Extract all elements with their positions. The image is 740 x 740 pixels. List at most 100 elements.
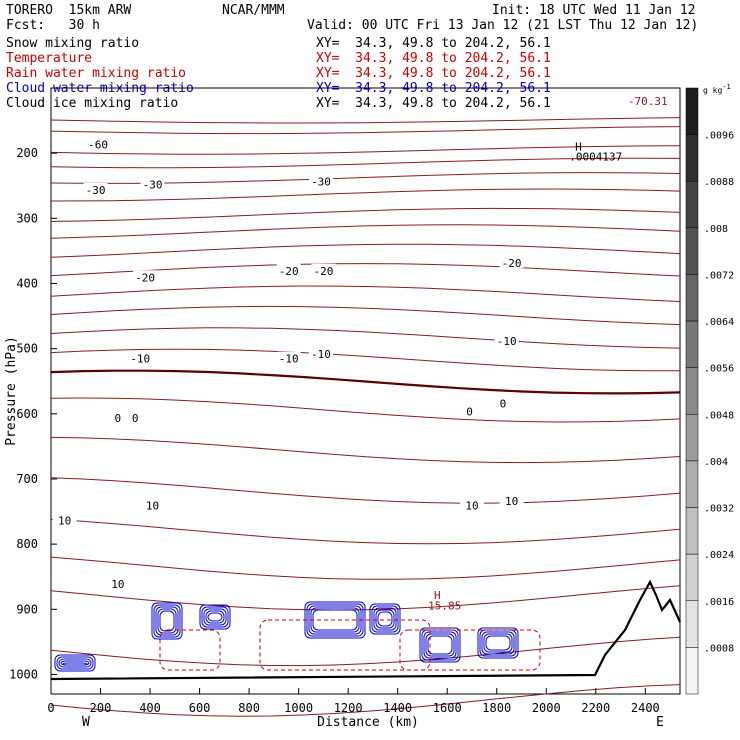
colorbar-label: .0056: [704, 364, 734, 375]
x-axis-label: Distance (km): [317, 715, 419, 730]
colorbar-label: .0016: [704, 597, 734, 608]
colorbar-label: .008: [704, 224, 728, 235]
temperature-label: 10: [505, 495, 518, 508]
temperature-contour-line: [50, 145, 681, 155]
model-title: TORERO 15km ARW: [6, 3, 132, 18]
x-tick-label: 2000: [532, 701, 561, 715]
x-axis-ticks: 0 200 400 600 800 1000 1200 1400 1600 1800 2000 220…: [47, 688, 660, 715]
temperature-contour-line: [50, 477, 681, 504]
temperature-contour-line: [50, 305, 681, 326]
temperature-label: -30: [143, 179, 163, 192]
temperature-contour-line: [50, 126, 681, 135]
east-label: E: [656, 715, 664, 730]
colorbar-unit-exp: -1: [722, 83, 730, 91]
temperature-label: -10: [279, 353, 299, 366]
rain-water-contour: [399, 629, 541, 671]
y-tick-label: 300: [16, 211, 38, 225]
cloud-water-contour: [377, 611, 393, 627]
extrema-label: H: [434, 589, 441, 602]
temperature-label-bg: [140, 177, 165, 190]
y-axis-ticks: 200 300 400 500 600 700 800 900 1000: [9, 146, 57, 681]
colorbar-label: .004: [704, 457, 728, 468]
y-axis-label: Pressure (hPa): [4, 336, 19, 446]
temperature-label-bg: [140, 498, 165, 511]
temperature-contour-line: [50, 636, 681, 667]
x-tick-label: 1200: [334, 701, 363, 715]
colorbar-cell: [685, 414, 699, 462]
temperature-label: 10: [58, 514, 71, 527]
colorbar-label: .0032: [704, 504, 734, 515]
cloud-water-contour: [155, 606, 179, 636]
cloud-water-contour: [479, 629, 517, 657]
temperature-label: -20: [279, 265, 299, 278]
cloud-water-contour: [375, 609, 395, 629]
temperature-label: -10: [497, 335, 517, 348]
colorbar-cell: [685, 320, 699, 368]
temperature-label: -10: [311, 348, 331, 361]
temperature-label-bg: [499, 493, 524, 506]
temperature-label-bg: [128, 351, 153, 364]
terrain-line: [50, 579, 682, 681]
temperature-contour-line: [50, 348, 681, 372]
temperature-contour-line: [50, 585, 681, 611]
colorbar-label: .0072: [704, 270, 734, 281]
temperature-label-bg: [83, 182, 108, 195]
cloud-water-contour: [485, 635, 511, 651]
temperature-label: 10: [465, 499, 478, 512]
colorbar-cell: [685, 553, 699, 602]
colorbar-label: .0008: [704, 643, 734, 654]
terrain-group: [50, 579, 682, 681]
temperature-contour-line: [50, 243, 681, 258]
temperature-label: -30: [311, 175, 331, 188]
y-tick-label: 800: [16, 537, 38, 551]
cloud-water-contour: [205, 610, 225, 624]
colorbar-unit: g kg-1: [703, 83, 731, 95]
temperature-label-bg: [276, 263, 301, 276]
colorbar-cell: [685, 227, 699, 275]
temperature-label: 0: [466, 406, 473, 419]
valid-time: Valid: 00 UTC Fri 13 Jan 12 (21 LST Thu …: [307, 18, 699, 33]
field-name-cloud-ice: Cloud ice mixing ratio: [6, 96, 179, 111]
y-tick-label: 500: [16, 342, 38, 356]
field-name-temperature: Temperature: [6, 51, 93, 66]
temperature-label: 0: [132, 412, 139, 425]
cloud-water-contour: [207, 612, 223, 622]
temperature-label-bg: [459, 498, 484, 511]
cloud-water-contour: [54, 654, 96, 672]
temperature-contour-line: [50, 117, 681, 124]
temperature-label-bg: [308, 174, 333, 187]
temperature-label-bg: [133, 270, 158, 283]
temperature-label-bg: [105, 577, 130, 590]
y-tick-label: 400: [16, 276, 38, 290]
y-tick-label: 700: [16, 472, 38, 486]
temperature-label-bg: [311, 263, 336, 276]
cloud-water-contour: [419, 627, 461, 663]
temperature-label: -20: [313, 265, 333, 278]
temperature-contour-line: [50, 684, 681, 717]
x-tick-label: 800: [238, 701, 260, 715]
cloud-water-contour: [371, 605, 399, 633]
temperature-label: 10: [146, 499, 159, 512]
colorbar-cell: [685, 180, 699, 229]
temperature-label: -30: [86, 184, 106, 197]
x-tick-label: 1000: [284, 701, 313, 715]
cloud-water-contour: [201, 606, 229, 628]
temperature-label: 0: [115, 412, 122, 425]
temperature-contour-line: [50, 556, 681, 580]
temperature-label-bg: [490, 396, 515, 409]
temperature-label: -20: [502, 257, 522, 270]
y-tick-label: 1000: [9, 667, 38, 681]
temperature-label: -20: [135, 271, 155, 284]
rain-water-contour: [259, 619, 431, 671]
temperature-label: -10: [130, 353, 150, 366]
colorbar-cell: [685, 367, 699, 415]
colorbar-label: .0088: [704, 177, 734, 188]
x-tick-label: 600: [189, 701, 211, 715]
y-tick-label: 600: [16, 407, 38, 421]
cloud-water-contour: [481, 631, 515, 655]
field-xy-temperature: XY= 34.3, 49.8 to 204.2, 56.1: [316, 51, 551, 66]
init-time: Init: 18 UTC Wed 11 Jan 12: [492, 3, 696, 18]
temperature-contour-line: [50, 224, 681, 239]
colorbar-cell: [685, 460, 699, 508]
colorbar-cell: [685, 507, 699, 555]
